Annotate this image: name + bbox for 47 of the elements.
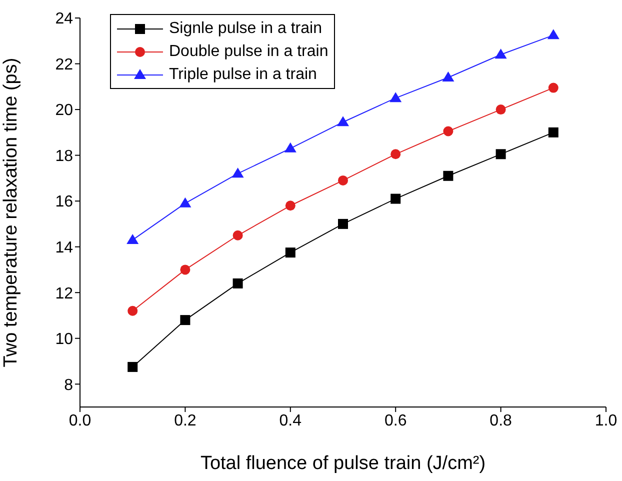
point [390, 149, 401, 160]
point [548, 82, 558, 93]
y-tick-label: 10 [55, 331, 74, 348]
point [443, 126, 454, 136]
y-tick-label: 12 [55, 285, 74, 302]
point [338, 218, 348, 229]
point [547, 29, 560, 40]
point [285, 200, 296, 211]
y-axis-title: Two temperature relaxation time (ps) [0, 58, 22, 368]
point [128, 362, 138, 372]
y-tick-label: 18 [55, 148, 74, 165]
x-tick-label: 0.2 [174, 412, 196, 430]
point [284, 142, 296, 152]
point [442, 71, 454, 82]
y-tick-label: 22 [55, 56, 74, 74]
point [443, 170, 454, 181]
x-tick-label: 0.6 [384, 412, 407, 430]
point [496, 104, 506, 115]
legend-label: Triple pulse in a train [169, 66, 317, 84]
point [126, 234, 139, 244]
y-tick-label: 16 [55, 194, 74, 211]
point [390, 92, 402, 102]
point [338, 175, 348, 186]
y-tick-label: 20 [55, 102, 74, 120]
point [179, 197, 192, 208]
point [337, 116, 349, 126]
y-tick-label: 24 [55, 10, 74, 28]
y-tick-label: 8 [64, 376, 74, 394]
x-axis-title: Total fluence of pulse train (J/cm²) [200, 453, 486, 474]
point [180, 264, 190, 275]
point [494, 48, 507, 59]
x-tick-label: 1.0 [594, 412, 618, 430]
point [232, 168, 244, 178]
point [496, 149, 506, 160]
point [180, 315, 190, 326]
x-tick-label: 0.8 [490, 412, 512, 430]
point [232, 278, 243, 288]
x-tick-label: 0.0 [68, 412, 92, 430]
x-tick-label: 0.4 [279, 412, 302, 430]
legend-label: Double pulse in a train [169, 42, 328, 60]
point [548, 127, 558, 138]
point [285, 248, 296, 258]
point [128, 306, 138, 316]
legend-label: Signle pulse in a train [169, 20, 322, 38]
y-tick-label: 14 [55, 240, 74, 257]
point [232, 230, 243, 240]
point [390, 194, 401, 204]
